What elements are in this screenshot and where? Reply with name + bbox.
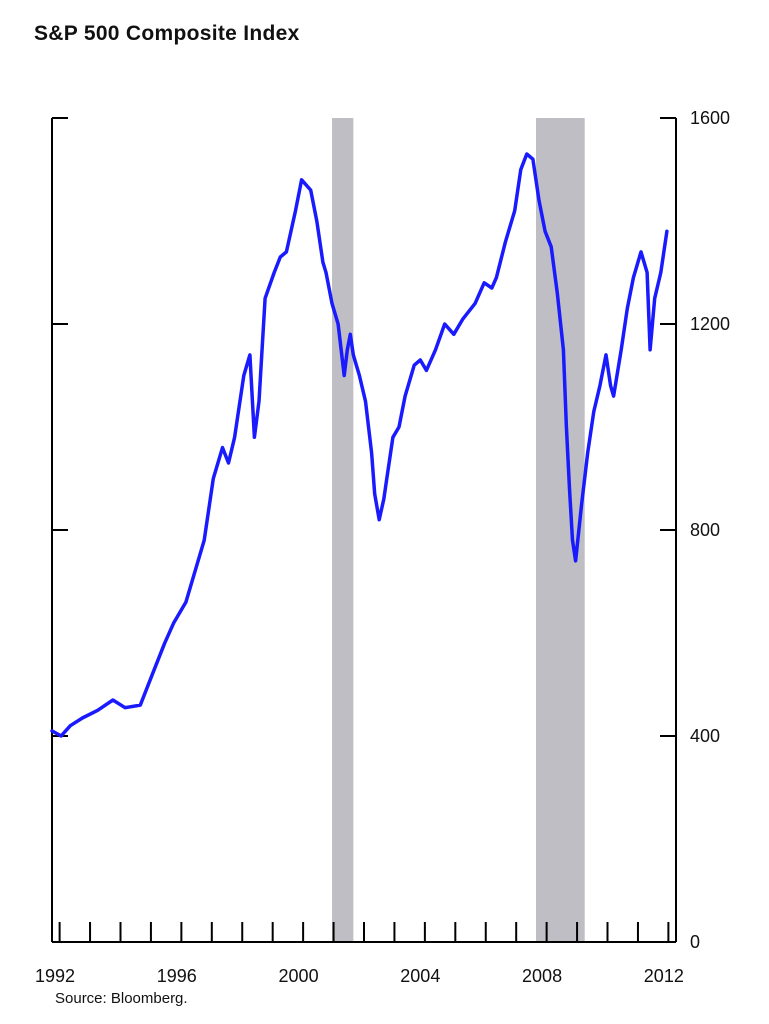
series-layer <box>50 152 669 738</box>
x-tick-label-2000: 2000 <box>279 966 319 986</box>
x-tick-label-2004: 2004 <box>400 966 440 986</box>
y-tick-label-800: 800 <box>690 520 720 540</box>
y-tick-label-400: 400 <box>690 726 720 746</box>
tick-labels: 0 400 800 1200 1600 1992 1996 2000 2004 2008 2012 <box>35 108 730 986</box>
y-tick-label-1200: 1200 <box>690 314 730 334</box>
recession-shading <box>332 118 585 942</box>
chart-title: S&P 500 Composite Index <box>34 22 300 45</box>
recession-band-1 <box>332 118 354 942</box>
chart-axes <box>51 117 677 943</box>
x-tick-label-2008: 2008 <box>522 966 562 986</box>
y-tick-label-0: 0 <box>690 932 700 952</box>
y-tick-label-1600: 1600 <box>690 108 730 128</box>
recession-band-2 <box>535 118 585 942</box>
source-note: Source: Bloomberg. <box>55 990 188 1007</box>
series-line-sp500 <box>50 152 669 738</box>
x-tick-label-2012: 2012 <box>644 966 684 986</box>
x-tick-label-1992: 1992 <box>35 966 75 986</box>
x-tick-label-1996: 1996 <box>157 966 197 986</box>
